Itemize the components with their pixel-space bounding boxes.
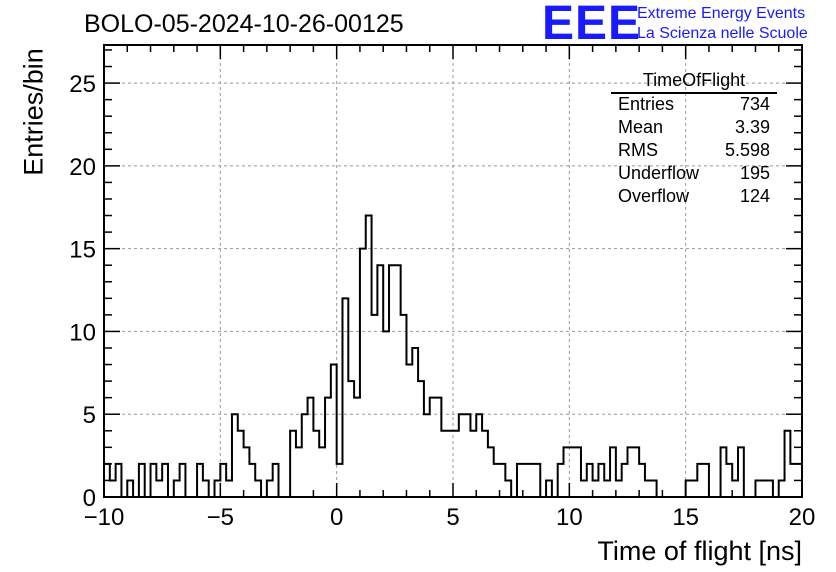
y-tick-label: 20 <box>69 154 96 181</box>
grid-lines <box>104 45 802 497</box>
x-tick-label: 5 <box>446 504 459 531</box>
stats-label: Entries <box>618 94 674 114</box>
y-tick-label: 25 <box>69 71 96 98</box>
y-tick-label: 5 <box>83 402 96 429</box>
stats-label: Underflow <box>618 163 700 183</box>
x-tick-label: 15 <box>672 504 699 531</box>
y-tick-label: 0 <box>83 485 96 512</box>
stats-value: 5.598 <box>725 140 770 160</box>
logo-caption: Extreme Energy Events La Scienza nelle S… <box>637 4 808 44</box>
stats-label: Mean <box>618 117 663 137</box>
stats-name: TimeOfFlight <box>643 70 745 90</box>
stats-value: 734 <box>740 94 770 114</box>
logo-line-2: La Scienza nelle Scuole <box>637 25 808 42</box>
stats-box: TimeOfFlight Entries 734 Mean 3.39 RMS 5.598 Un… <box>611 70 777 206</box>
x-tick-label: 20 <box>789 504 816 531</box>
logo-line-1: Extreme Energy Events <box>637 5 806 22</box>
eee-logo: EEE <box>542 0 642 50</box>
chart-title: BOLO-05-2024-10-26-00125 <box>84 10 404 38</box>
stats-value: 124 <box>740 186 770 206</box>
x-tick-label: −5 <box>207 504 234 531</box>
axis-ticks: −10 −5 0 5 10 15 20 0 5 10 15 20 25 <box>69 45 815 531</box>
x-axis-label: Time of flight [ns] <box>597 536 802 566</box>
stats-label: RMS <box>618 140 658 160</box>
stats-value: 195 <box>740 163 770 183</box>
x-tick-label: 0 <box>330 504 343 531</box>
x-tick-label: 10 <box>556 504 583 531</box>
y-tick-label: 10 <box>69 319 96 346</box>
stats-value: 3.39 <box>735 117 770 137</box>
x-tick-label: −10 <box>84 504 125 531</box>
stats-label: Overflow <box>618 186 690 206</box>
y-tick-label: 15 <box>69 237 96 264</box>
